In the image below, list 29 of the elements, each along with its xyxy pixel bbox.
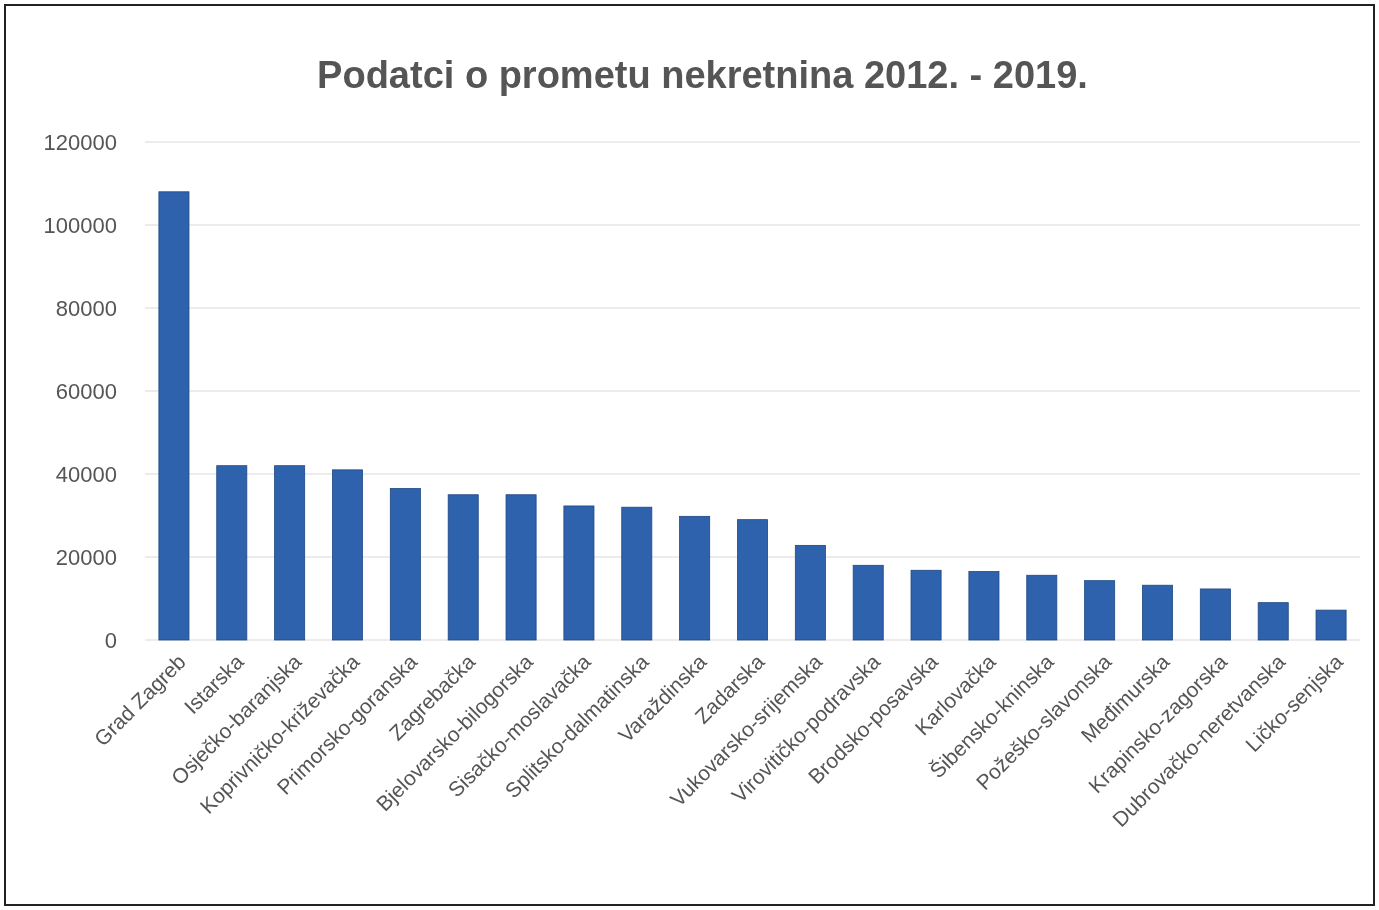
bar <box>968 571 1000 641</box>
bar <box>852 564 884 641</box>
bar <box>447 494 479 641</box>
bar <box>274 465 306 641</box>
y-tick-label: 60000 <box>55 378 117 404</box>
y-tick-label: 80000 <box>55 295 117 321</box>
bar <box>794 544 826 641</box>
bar <box>1084 580 1116 641</box>
bar <box>389 488 421 641</box>
bar <box>1315 609 1347 641</box>
chart-title: Podatci o prometu nekretnina 2012. - 2019. <box>317 54 1088 96</box>
bar <box>332 469 363 641</box>
bar <box>679 515 711 641</box>
bar <box>910 569 942 641</box>
y-tick-label: 20000 <box>55 544 117 570</box>
y-tick-label: 40000 <box>55 461 117 487</box>
bar <box>1142 584 1173 641</box>
y-tick-label: 100000 <box>43 212 117 238</box>
bar <box>158 191 190 641</box>
bar <box>621 506 653 641</box>
y-tick-label: 120000 <box>43 129 117 155</box>
bar <box>563 505 595 641</box>
bar <box>505 494 537 641</box>
y-tick-label: 0 <box>104 627 117 653</box>
bar <box>1199 588 1231 641</box>
bar <box>737 519 768 641</box>
bar <box>216 465 248 641</box>
bar <box>1026 574 1058 641</box>
bar <box>1257 602 1289 641</box>
